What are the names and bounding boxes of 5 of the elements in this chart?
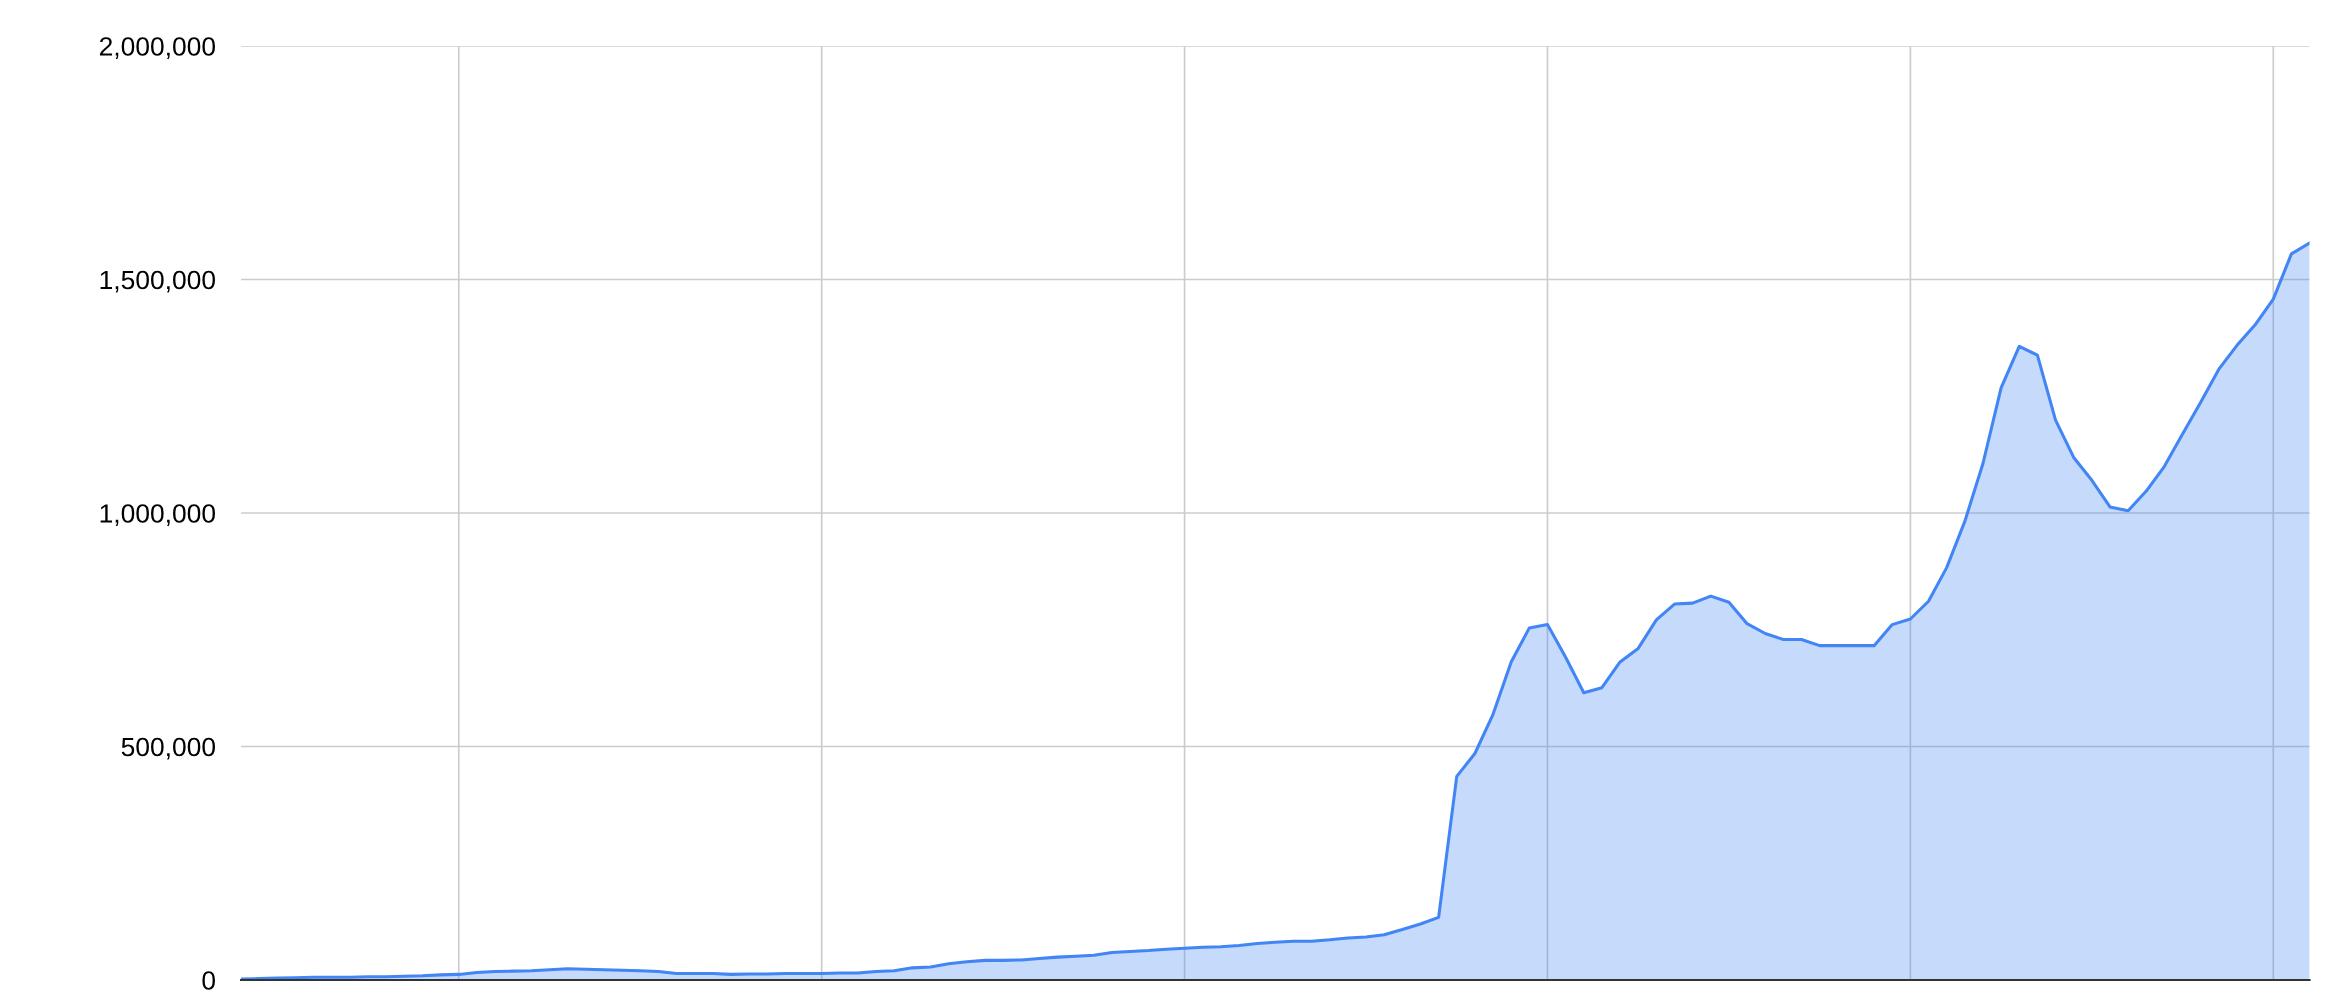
y-tick-label: 1,500,000 [100, 270, 215, 293]
y-tick-label: 2,000,000 [99, 37, 215, 59]
y-tick-label: 0 [202, 971, 215, 990]
y-tick-label: 1,000,000 [100, 504, 215, 526]
y-tick-label: 500,000 [121, 737, 215, 760]
